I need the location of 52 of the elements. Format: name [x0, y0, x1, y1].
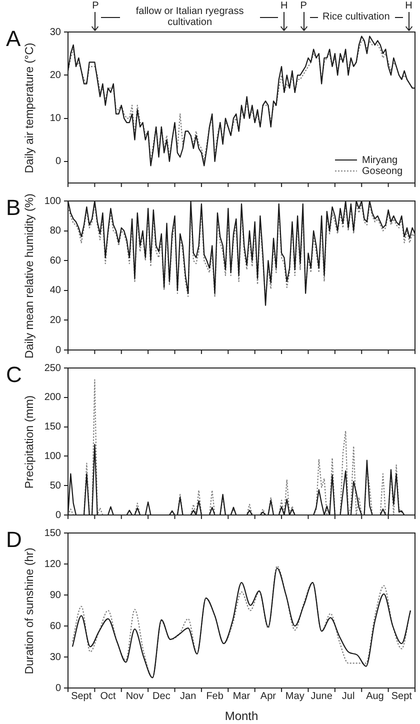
y-tick-label: 30: [50, 652, 62, 663]
x-tick-label: Sept: [71, 690, 92, 702]
x-tick-label: May: [285, 690, 304, 702]
y-axis-title: Precipitation (mm): [24, 394, 36, 488]
y-tick-label: 20: [50, 70, 62, 81]
x-tick-label: Dec: [152, 690, 170, 702]
y-tick-label: 80: [50, 226, 62, 237]
x-tick-label: Mar: [232, 690, 251, 702]
y-tick-label: 10: [50, 113, 62, 124]
y-tick-label: 40: [50, 285, 62, 296]
y-tick-label: 100: [44, 196, 62, 207]
text: P: [92, 0, 99, 12]
y-tick-label: 20: [50, 314, 62, 326]
text: fallow or Italian ryegrass cultivation: [134, 6, 245, 28]
y-tick-label: 60: [50, 620, 62, 632]
x-axis-title: Month: [224, 709, 258, 724]
x-tick-label: Aug: [366, 690, 384, 702]
chart-title: A: [6, 26, 21, 51]
text: H: [405, 0, 412, 12]
text: Rice cultivation: [322, 12, 390, 22]
chart-title: B: [6, 195, 21, 220]
y-tick-label: 30: [50, 26, 62, 38]
y-tick-label: 100: [44, 450, 62, 462]
y-tick-label: 0: [55, 156, 62, 168]
y-axis-title: Duration of sunshine (hr): [24, 547, 36, 674]
y-tick-label: 50: [50, 480, 62, 492]
y-tick-label: 0: [55, 510, 62, 521]
chart-title: D: [6, 527, 22, 552]
x-tick-label: Jul: [342, 690, 355, 702]
x-tick-label: Oct: [100, 690, 116, 702]
x-tick-label: June: [310, 690, 333, 702]
legend-label: Goseong: [362, 166, 403, 177]
y-tick-label: 200: [44, 392, 62, 404]
y-axis-title: Daily mean relative humidity (%): [24, 193, 36, 358]
chart-title: C: [6, 362, 22, 387]
x-tick-label: Nov: [126, 690, 144, 702]
y-tick-label: 150: [44, 528, 62, 539]
text: P: [300, 0, 307, 12]
legend-label: Miryang: [362, 154, 398, 166]
y-tick-label: 0: [55, 682, 62, 694]
y-tick-label: 250: [44, 362, 62, 374]
x-tick-label: Sept: [391, 690, 412, 702]
y-tick-label: 60: [50, 255, 62, 266]
y-tick-label: 0: [55, 344, 62, 356]
x-tick-label: Feb: [206, 690, 224, 702]
y-tick-label: 120: [44, 558, 62, 570]
y-tick-label: 150: [44, 422, 62, 433]
y-axis-title: Daily air temperature (°C): [24, 42, 36, 173]
text: H: [280, 0, 288, 12]
x-tick-label: Apr: [260, 690, 277, 702]
y-tick-label: 90: [50, 590, 62, 601]
x-tick-label: Jan: [180, 690, 196, 702]
